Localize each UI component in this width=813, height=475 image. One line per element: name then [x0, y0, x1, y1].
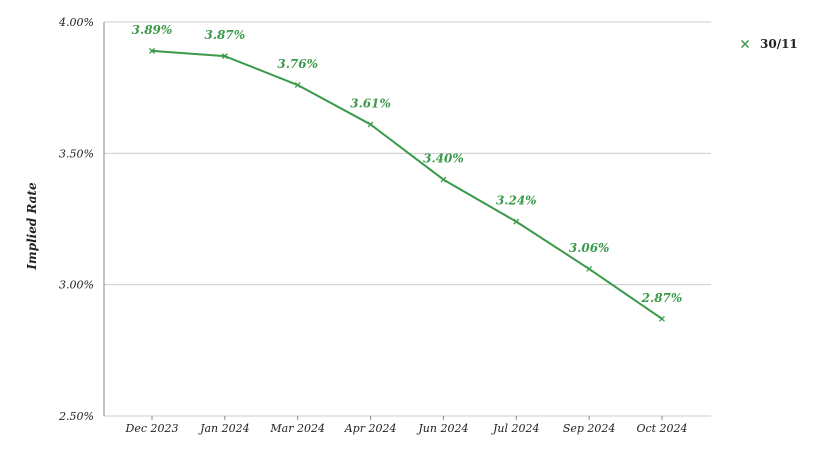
y-axis-title: Implied Rate	[25, 182, 39, 271]
y-tick-label: 3.00%	[59, 279, 94, 292]
legend-label: 30/11	[760, 37, 798, 51]
y-tick-labels: 2.50% 3.00% 3.50% 4.00%	[58, 16, 94, 423]
gridlines	[104, 21, 711, 417]
legend[interactable]: 30/11	[740, 37, 798, 51]
legend-marker-x-icon	[740, 39, 750, 49]
x-tick-label: Jul 2024	[491, 422, 540, 435]
data-label: 2.87%	[641, 291, 683, 305]
data-point-marker[interactable]	[221, 53, 228, 60]
y-tick-label: 4.00%	[58, 16, 94, 29]
x-tick-label: Dec 2023	[125, 422, 179, 435]
data-label: 3.89%	[132, 23, 173, 37]
data-point-marker[interactable]	[586, 265, 593, 272]
y-tick-label: 3.50%	[59, 147, 94, 160]
data-labels: 3.89% 3.87% 3.76% 3.61% 3.40% 3.24% 3.06% 2.87%	[132, 23, 683, 305]
x-tick-labels: Dec 2023 Jan 2024 Mar 2024 Apr 2024 Jun 2024…	[125, 422, 688, 435]
data-label: 3.24%	[496, 194, 537, 208]
data-label: 3.40%	[423, 152, 464, 166]
series-lines	[149, 47, 665, 322]
y-tick-label: 2.50%	[58, 410, 94, 423]
data-label: 3.06%	[569, 241, 610, 255]
x-tick-label: Sep 2024	[563, 422, 616, 435]
x-tick-label: Jun 2024	[416, 422, 468, 435]
data-point-marker[interactable]	[149, 47, 155, 54]
data-point-marker[interactable]	[367, 121, 374, 128]
x-tick-label: Apr 2024	[344, 422, 397, 435]
data-point-marker[interactable]	[294, 82, 301, 88]
axes	[103, 22, 663, 420]
series-line	[151, 49, 663, 320]
data-point-marker[interactable]	[659, 315, 665, 322]
x-tick-label: Oct 2024	[636, 422, 687, 435]
data-label: 3.76%	[277, 57, 318, 71]
x-tick-label: Jan 2024	[198, 422, 250, 435]
data-label: 3.61%	[350, 96, 391, 110]
x-tick-label: Mar 2024	[269, 422, 325, 435]
data-point-marker[interactable]	[440, 176, 447, 183]
data-label: 3.87%	[205, 28, 246, 42]
data-point-marker[interactable]	[513, 218, 520, 225]
